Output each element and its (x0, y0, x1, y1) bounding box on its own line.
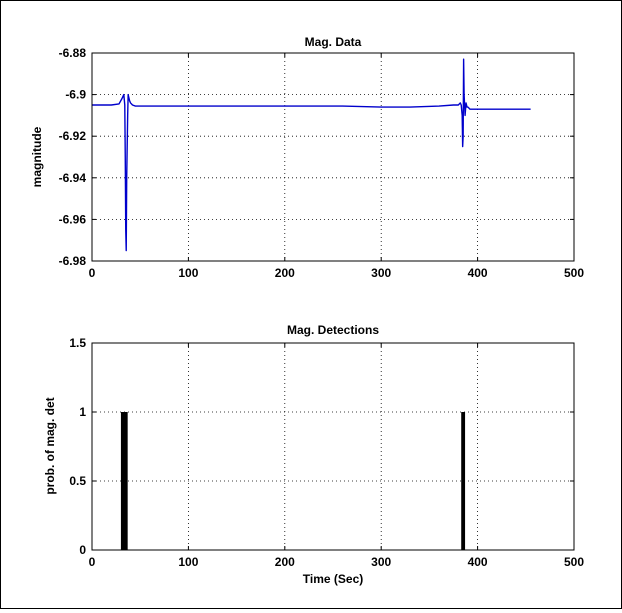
mag-data-y-tick-label: -6.9 (65, 88, 86, 102)
mag-detections-x-tick-label: 500 (564, 555, 584, 569)
mag-data-y-tick-label: -6.96 (59, 212, 87, 226)
mag-data-title: Mag. Data (305, 35, 362, 49)
mag-detections-x-axis-label: Time (Sec) (303, 572, 363, 586)
mag-detections-x-tick-label: 0 (89, 555, 96, 569)
mag-detections-y-tick-label: 1 (79, 405, 86, 419)
mag-data-y-tick-label: -6.94 (59, 171, 87, 185)
mag-detections-x-tick-label: 300 (371, 555, 391, 569)
mag-data-x-tick-label: 100 (178, 266, 198, 280)
mag-detections-axes-box (91, 342, 575, 551)
mag-data-y-tick-label: -6.92 (59, 129, 87, 143)
mag-detections-ticks: 0 100 200 300 400 500 0 0.5 1 1.5 (69, 336, 584, 569)
mag-detections-plot-area (92, 343, 574, 550)
mag-data-x-tick-label: 200 (275, 266, 295, 280)
mag-detections-x-tick-label: 400 (468, 555, 488, 569)
mag-data-plot: 0 100 200 300 400 500 -6.98 -6.96 -6.94 -6.92 -6.9… (30, 35, 584, 280)
mag-data-ticks: 0 100 200 300 400 500 -6.98 -6.96 -6.94 -6.92 -6.9… (59, 46, 585, 280)
mag-detections-bars (120, 412, 466, 550)
mag-data-y-tick-label: -6.88 (59, 46, 87, 60)
mag-detections-y-tick-label: 1.5 (69, 336, 86, 350)
mag-detections-y-axis-label: prob. of mag. det (43, 397, 57, 494)
mag-data-axes-box (91, 52, 575, 262)
mag-detections-title: Mag. Detections (287, 323, 379, 337)
mag-detections-x-tick-label: 100 (178, 555, 198, 569)
mag-data-x-tick-label: 300 (371, 266, 391, 280)
detection-bar (461, 412, 466, 550)
mag-data-x-tick-label: 400 (468, 266, 488, 280)
mag-data-grid (92, 53, 574, 261)
mag-detections-plot: 0 100 200 300 400 500 0 0.5 1 1.5 Mag. Detections… (43, 323, 584, 586)
mag-detections-y-tick-label: 0 (79, 543, 86, 557)
mag-detections-y-tick-label: 0.5 (69, 474, 86, 488)
mag-detections-grid (92, 343, 574, 550)
mag-data-y-axis-label: magnitude (30, 126, 44, 187)
mag-data-x-tick-label: 0 (89, 266, 96, 280)
mag-data-x-tick-label: 500 (564, 266, 584, 280)
mag-data-line (92, 58, 531, 252)
mag-data-y-tick-label: -6.98 (59, 254, 87, 268)
mag-data-plot-area (92, 53, 574, 261)
mag-detections-x-tick-label: 200 (275, 555, 295, 569)
detection-bar (120, 412, 128, 550)
